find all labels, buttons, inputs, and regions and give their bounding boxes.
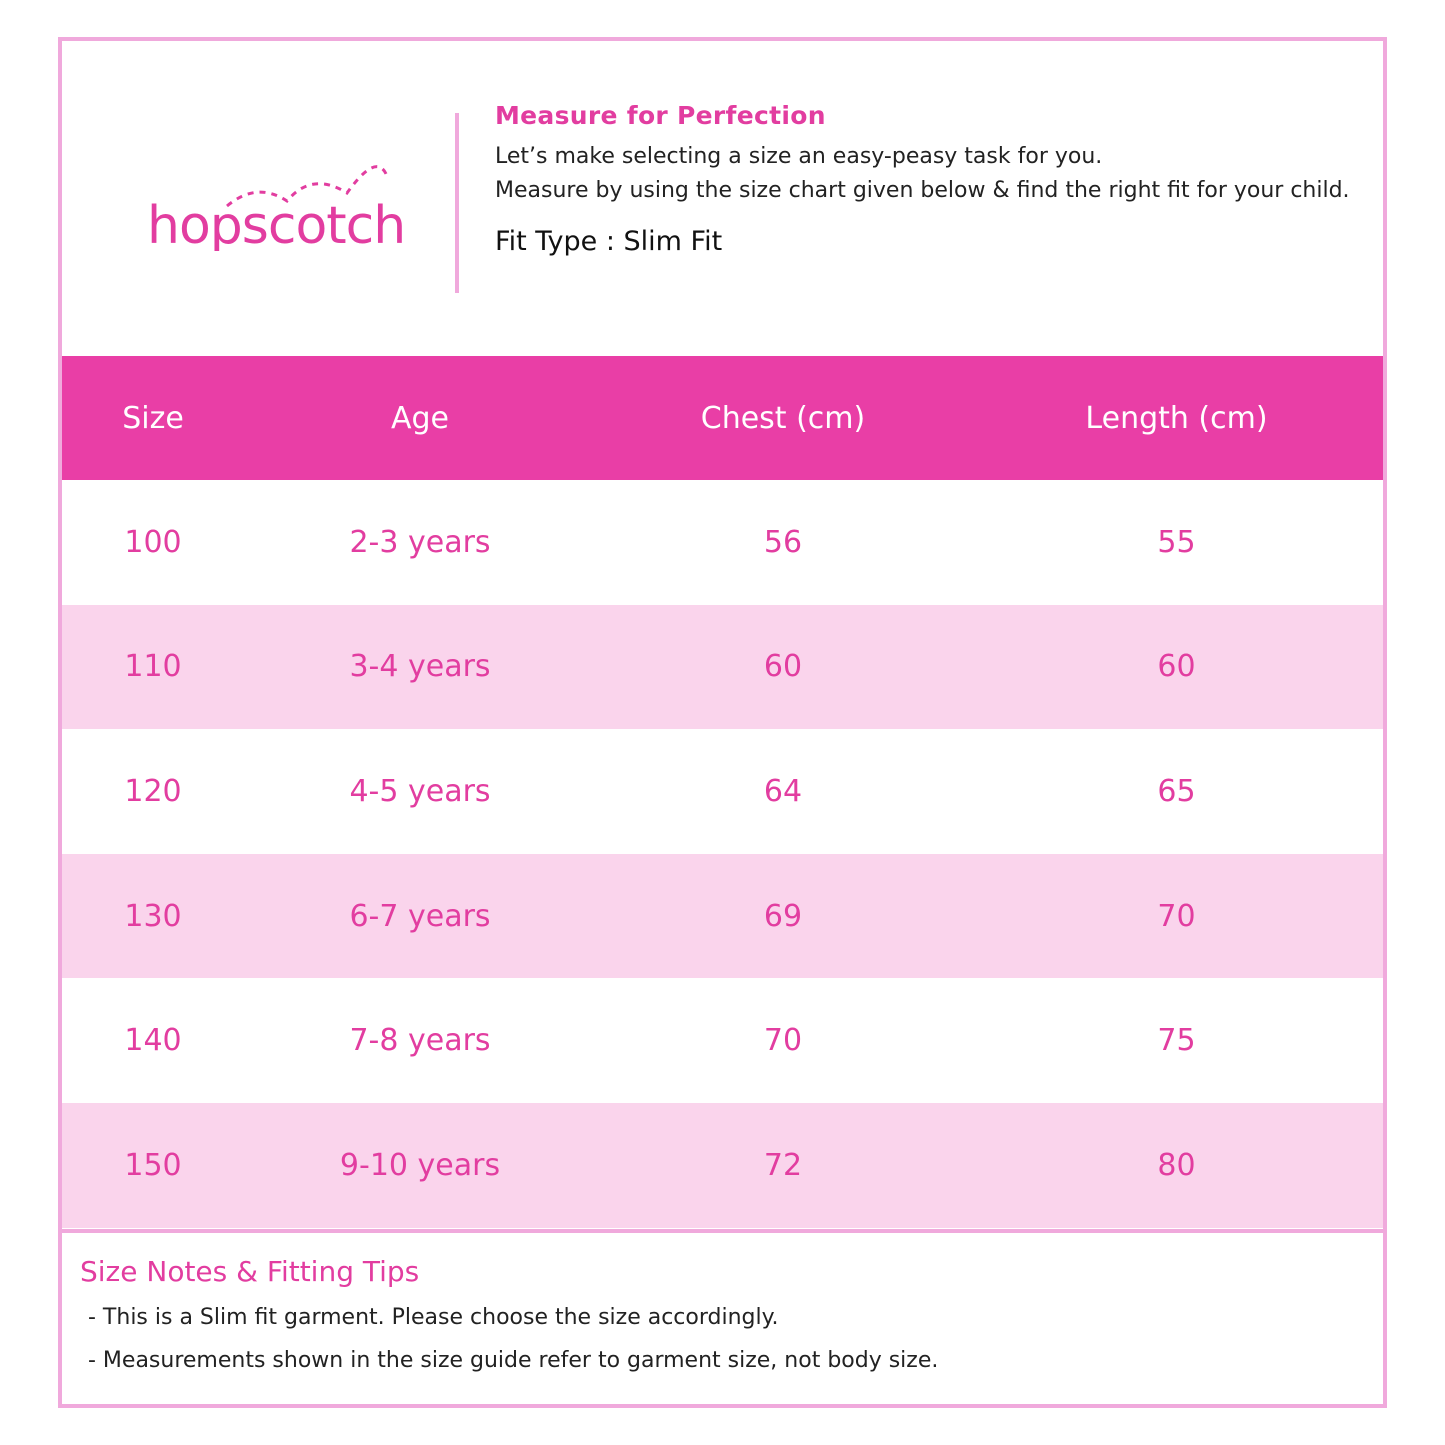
table-row: 120 4-5 years 64 65 — [62, 729, 1383, 854]
cell-chest: 64 — [763, 773, 803, 809]
cell-age: 2-3 years — [349, 524, 491, 560]
cell-size: 130 — [124, 898, 182, 934]
size-table: Size Age Chest (cm) Length (cm) 100 2-3 y… — [62, 356, 1383, 1228]
cell-length: 60 — [1157, 649, 1196, 685]
notes-list: - This is a Slim fit garment. Please cho… — [88, 1296, 1383, 1382]
table-row: 140 7-8 years 70 75 — [62, 978, 1383, 1103]
table-row: 110 3-4 years 60 60 — [62, 604, 1383, 730]
table-header: Size Age Chest (cm) Length (cm) — [62, 356, 1383, 480]
cell-length: 75 — [1157, 1023, 1196, 1059]
intro-line-2: Measure by using the size chart given be… — [495, 178, 1350, 203]
intro-title: Measure for Perfection — [495, 101, 826, 130]
cell-chest: 70 — [763, 1023, 803, 1059]
cell-size: 150 — [124, 1147, 182, 1183]
cell-size: 140 — [124, 1023, 182, 1059]
cell-size: 120 — [124, 773, 182, 809]
intro-section: Measure for Perfection Let’s make select… — [495, 101, 1355, 257]
intro-text: Let’s make selecting a size an easy-peas… — [495, 140, 1355, 208]
header-chest: Chest (cm) — [700, 400, 866, 436]
header-length: Length (cm) — [1085, 400, 1268, 436]
fit-type: Fit Type : Slim Fit — [495, 226, 723, 257]
cell-age: 7-8 years — [349, 1023, 491, 1059]
cell-size: 100 — [124, 524, 182, 560]
cell-chest: 69 — [763, 898, 803, 934]
cell-length: 70 — [1157, 898, 1196, 934]
notes-title: Size Notes & Fitting Tips — [80, 1255, 420, 1288]
cell-age: 6-7 years — [349, 898, 491, 934]
cell-chest: 56 — [763, 524, 803, 560]
table-row: 130 6-7 years 69 70 — [62, 853, 1383, 979]
cell-size: 110 — [124, 649, 182, 685]
table-row: 150 9-10 years 72 80 — [62, 1102, 1383, 1228]
hopscotch-logo: hopscotch — [147, 131, 417, 256]
cell-age: 4-5 years — [349, 773, 491, 809]
table-row: 100 2-3 years 56 55 — [62, 480, 1383, 605]
note-item: - Measurements shown in the size guide r… — [88, 1348, 939, 1373]
cell-length: 65 — [1157, 773, 1196, 809]
cell-length: 80 — [1157, 1147, 1196, 1183]
divider — [455, 113, 459, 293]
logo-text: hopscotch — [147, 196, 405, 251]
size-notes: Size Notes & Fitting Tips - This is a Sl… — [62, 1229, 1383, 1382]
cell-chest: 60 — [763, 649, 803, 685]
header-age: Age — [390, 400, 450, 436]
header-size: Size — [122, 400, 184, 436]
note-item: - This is a Slim fit garment. Please cho… — [88, 1305, 779, 1330]
cell-age: 9-10 years — [339, 1147, 501, 1183]
cell-length: 55 — [1157, 524, 1196, 560]
intro-line-1: Let’s make selecting a size an easy-peas… — [495, 144, 1103, 169]
cell-age: 3-4 years — [349, 649, 491, 685]
cell-chest: 72 — [763, 1147, 803, 1183]
size-chart-card: hopscotch Measure for Perfection Let’s m… — [58, 37, 1387, 1408]
